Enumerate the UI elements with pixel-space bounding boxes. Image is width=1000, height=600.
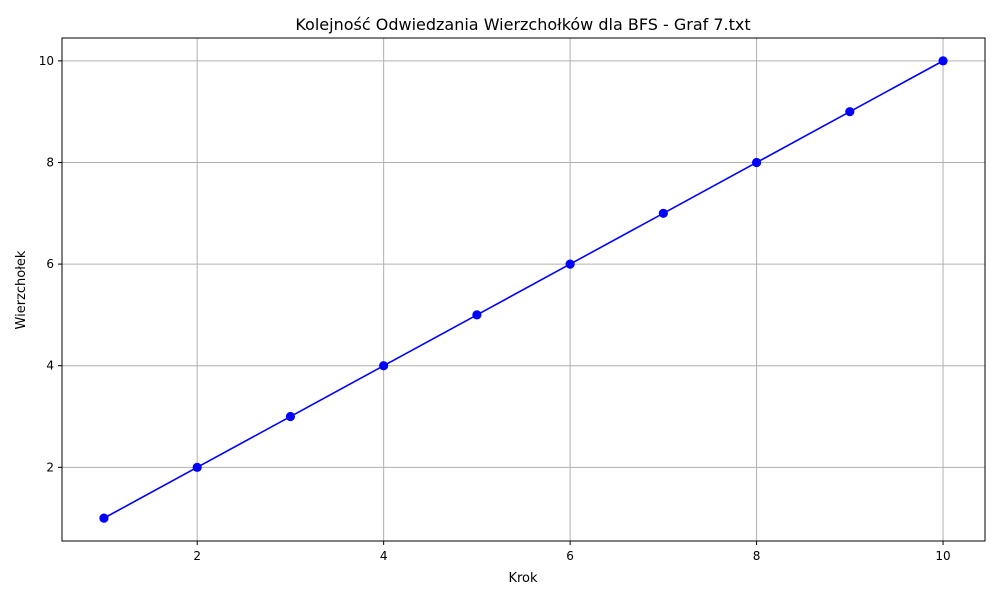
x-tick-label: 6: [566, 549, 574, 563]
data-point: [658, 208, 668, 218]
data-point: [472, 310, 482, 320]
data-point: [379, 361, 389, 371]
x-tick-label: 8: [753, 549, 761, 563]
x-tick-label: 4: [380, 549, 388, 563]
data-point: [285, 411, 296, 422]
plot-frame: [61, 37, 986, 542]
data-point: [99, 513, 109, 523]
y-tick-label: 2: [46, 460, 54, 474]
y-tick-label: 4: [46, 359, 54, 373]
x-tick-label: 2: [193, 549, 201, 563]
x-axis-title: Krok: [508, 571, 538, 586]
series-line: [103, 60, 944, 519]
data-point: [751, 157, 762, 168]
axis-ticks: 2 4 6 8 10 2 4 6 8 10: [39, 54, 951, 563]
data-point: [845, 107, 855, 117]
y-tick-label: 10: [39, 54, 54, 68]
data-point: [192, 462, 202, 472]
chart-title: Kolejność Odwiedzania Wierzchołków dla B…: [295, 15, 750, 34]
x-tick-label: 10: [935, 549, 950, 563]
y-tick-label: 8: [46, 155, 54, 169]
y-axis-title: Wierzchołek: [14, 250, 29, 329]
y-tick-label: 6: [46, 257, 54, 271]
data-point: [938, 56, 948, 66]
series-layer: [99, 56, 948, 523]
data-point: [565, 259, 575, 269]
grid-lines: [62, 38, 985, 541]
